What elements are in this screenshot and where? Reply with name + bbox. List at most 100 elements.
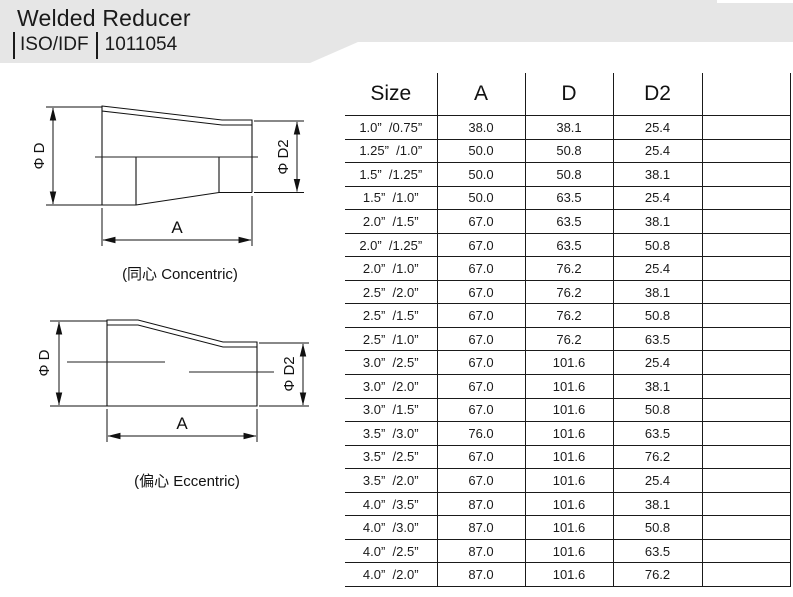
table-cell: 101.6 <box>525 562 614 587</box>
table-cell: 50.8 <box>525 139 614 164</box>
table-cell: 67.0 <box>437 327 526 352</box>
table-cell: 4.0” /3.0” <box>345 515 438 540</box>
table-row: 2.0” /1.5” 67.0 63.5 38.1 <box>345 209 791 234</box>
table-cell: 67.0 <box>437 209 526 234</box>
table-cell: 87.0 <box>437 562 526 587</box>
table-cell: 50.8 <box>613 233 703 258</box>
table-cell: 67.0 <box>437 374 526 399</box>
page-title: Welded Reducer <box>17 5 191 31</box>
table-cell <box>702 327 791 352</box>
table-cell: 38.1 <box>613 209 703 234</box>
table-cell <box>702 492 791 517</box>
table-cell: 101.6 <box>525 492 614 517</box>
table-cell: 63.5 <box>525 233 614 258</box>
table-cell <box>702 186 791 211</box>
table-row: 3.0” /1.5” 67.0 101.6 50.8 <box>345 398 791 423</box>
table-row: 2.0” /1.0” 67.0 76.2 25.4 <box>345 256 791 281</box>
table-cell: 67.0 <box>437 256 526 281</box>
table-header-row: Size A D D2 <box>345 73 791 116</box>
table-cell: 3.5” /2.5” <box>345 445 438 470</box>
table-cell: 50.8 <box>613 515 703 540</box>
table-row: 2.0” /1.25” 67.0 63.5 50.8 <box>345 233 791 258</box>
table-cell: 25.4 <box>613 256 703 281</box>
table-cell <box>702 233 791 258</box>
table-cell: 38.1 <box>613 374 703 399</box>
table-cell <box>702 350 791 376</box>
standard-label: ISO/IDF <box>20 34 89 55</box>
table-cell: 50.8 <box>525 162 614 187</box>
dim-label-d: Φ D <box>36 349 53 376</box>
table-cell <box>702 303 791 328</box>
table-row: 3.5” /2.0” 67.0 101.6 25.4 <box>345 468 791 493</box>
table-cell: 101.6 <box>525 539 614 564</box>
dim-label-d2: Φ D2 <box>275 139 292 174</box>
table-cell: 101.6 <box>525 468 614 493</box>
table-cell: 2.0” /1.25” <box>345 233 438 258</box>
table-cell <box>702 256 791 281</box>
table-cell: 101.6 <box>525 421 614 446</box>
table-cell <box>702 398 791 423</box>
table-cell <box>702 280 791 305</box>
table-cell: 38.0 <box>437 115 526 140</box>
column-header: A <box>437 73 526 116</box>
table-cell <box>702 115 791 140</box>
weld-hatch-band <box>106 319 258 348</box>
table-row: 3.0” /2.5” 67.0 101.6 25.4 <box>345 350 791 376</box>
table-cell: 63.5 <box>525 186 614 211</box>
table-cell: 2.5” /1.5” <box>345 303 438 328</box>
table-row: 2.5” /1.0” 67.0 76.2 63.5 <box>345 327 791 352</box>
table-cell <box>702 374 791 399</box>
concentric-diagram: Φ D Φ D2 A (同心 Concentric) <box>31 105 304 283</box>
dim-label-d: Φ D <box>31 142 48 169</box>
table-row: 1.25” /1.0” 50.0 50.8 25.4 <box>345 139 791 164</box>
table-row: 3.0” /2.0” 67.0 101.6 38.1 <box>345 374 791 399</box>
table-row: 1.5” /1.0” 50.0 63.5 25.4 <box>345 186 791 211</box>
table-cell: 67.0 <box>437 445 526 470</box>
table-cell: 87.0 <box>437 539 526 564</box>
table-cell: 101.6 <box>525 445 614 470</box>
table-cell: 76.2 <box>525 256 614 281</box>
table-cell: 2.5” /1.0” <box>345 327 438 352</box>
eccentric-diagram: Φ D Φ D2 A (偏心 Eccentric) <box>36 319 309 490</box>
table-cell: 4.0” /2.5” <box>345 539 438 564</box>
table-row: 4.0” /3.5” 87.0 101.6 38.1 <box>345 492 791 517</box>
table-cell: 1.5” /1.25” <box>345 162 438 187</box>
table-cell: 76.2 <box>525 327 614 352</box>
table-cell <box>702 562 791 587</box>
table-row: 4.0” /2.0” 87.0 101.6 76.2 <box>345 562 791 587</box>
table-cell: 67.0 <box>437 280 526 305</box>
table-row: 4.0” /3.0” 87.0 101.6 50.8 <box>345 515 791 540</box>
table-cell: 101.6 <box>525 515 614 540</box>
table-cell: 3.0” /1.5” <box>345 398 438 423</box>
standard-line: ISO/IDF 1011054 <box>13 31 177 59</box>
table-cell: 3.5” /2.0” <box>345 468 438 493</box>
table-cell <box>702 421 791 446</box>
table-cell: 3.0” /2.0” <box>345 374 438 399</box>
column-header: D <box>525 73 614 116</box>
table-cell: 25.4 <box>613 186 703 211</box>
table-cell <box>702 468 791 493</box>
table-cell: 50.8 <box>613 398 703 423</box>
table-row: 3.5” /2.5” 67.0 101.6 76.2 <box>345 445 791 470</box>
standard-code: 1011054 <box>104 34 178 55</box>
table-cell: 2.5” /2.0” <box>345 280 438 305</box>
eccentric-outline <box>106 320 258 407</box>
table-cell: 76.2 <box>525 303 614 328</box>
table-cell <box>702 445 791 470</box>
column-header: Size <box>345 73 438 116</box>
table-cell: 87.0 <box>437 492 526 517</box>
table-cell: 38.1 <box>525 115 614 140</box>
column-header: D2 <box>613 73 703 116</box>
table-row: 3.5” /3.0” 76.0 101.6 63.5 <box>345 421 791 446</box>
table-cell: 25.4 <box>613 350 703 376</box>
dim-label-d2: Φ D2 <box>281 356 298 391</box>
table-cell: 76.0 <box>437 421 526 446</box>
table-cell: 76.2 <box>613 445 703 470</box>
table-cell: 1.25” /1.0” <box>345 139 438 164</box>
table-cell: 38.1 <box>613 492 703 517</box>
table-cell: 3.5” /3.0” <box>345 421 438 446</box>
weld-hatch-band <box>101 105 253 126</box>
table-cell: 67.0 <box>437 398 526 423</box>
table-cell: 101.6 <box>525 398 614 423</box>
reducer-drawings: Φ D Φ D2 A (同心 Concentric) Φ D Φ D2 A (偏… <box>31 105 309 490</box>
